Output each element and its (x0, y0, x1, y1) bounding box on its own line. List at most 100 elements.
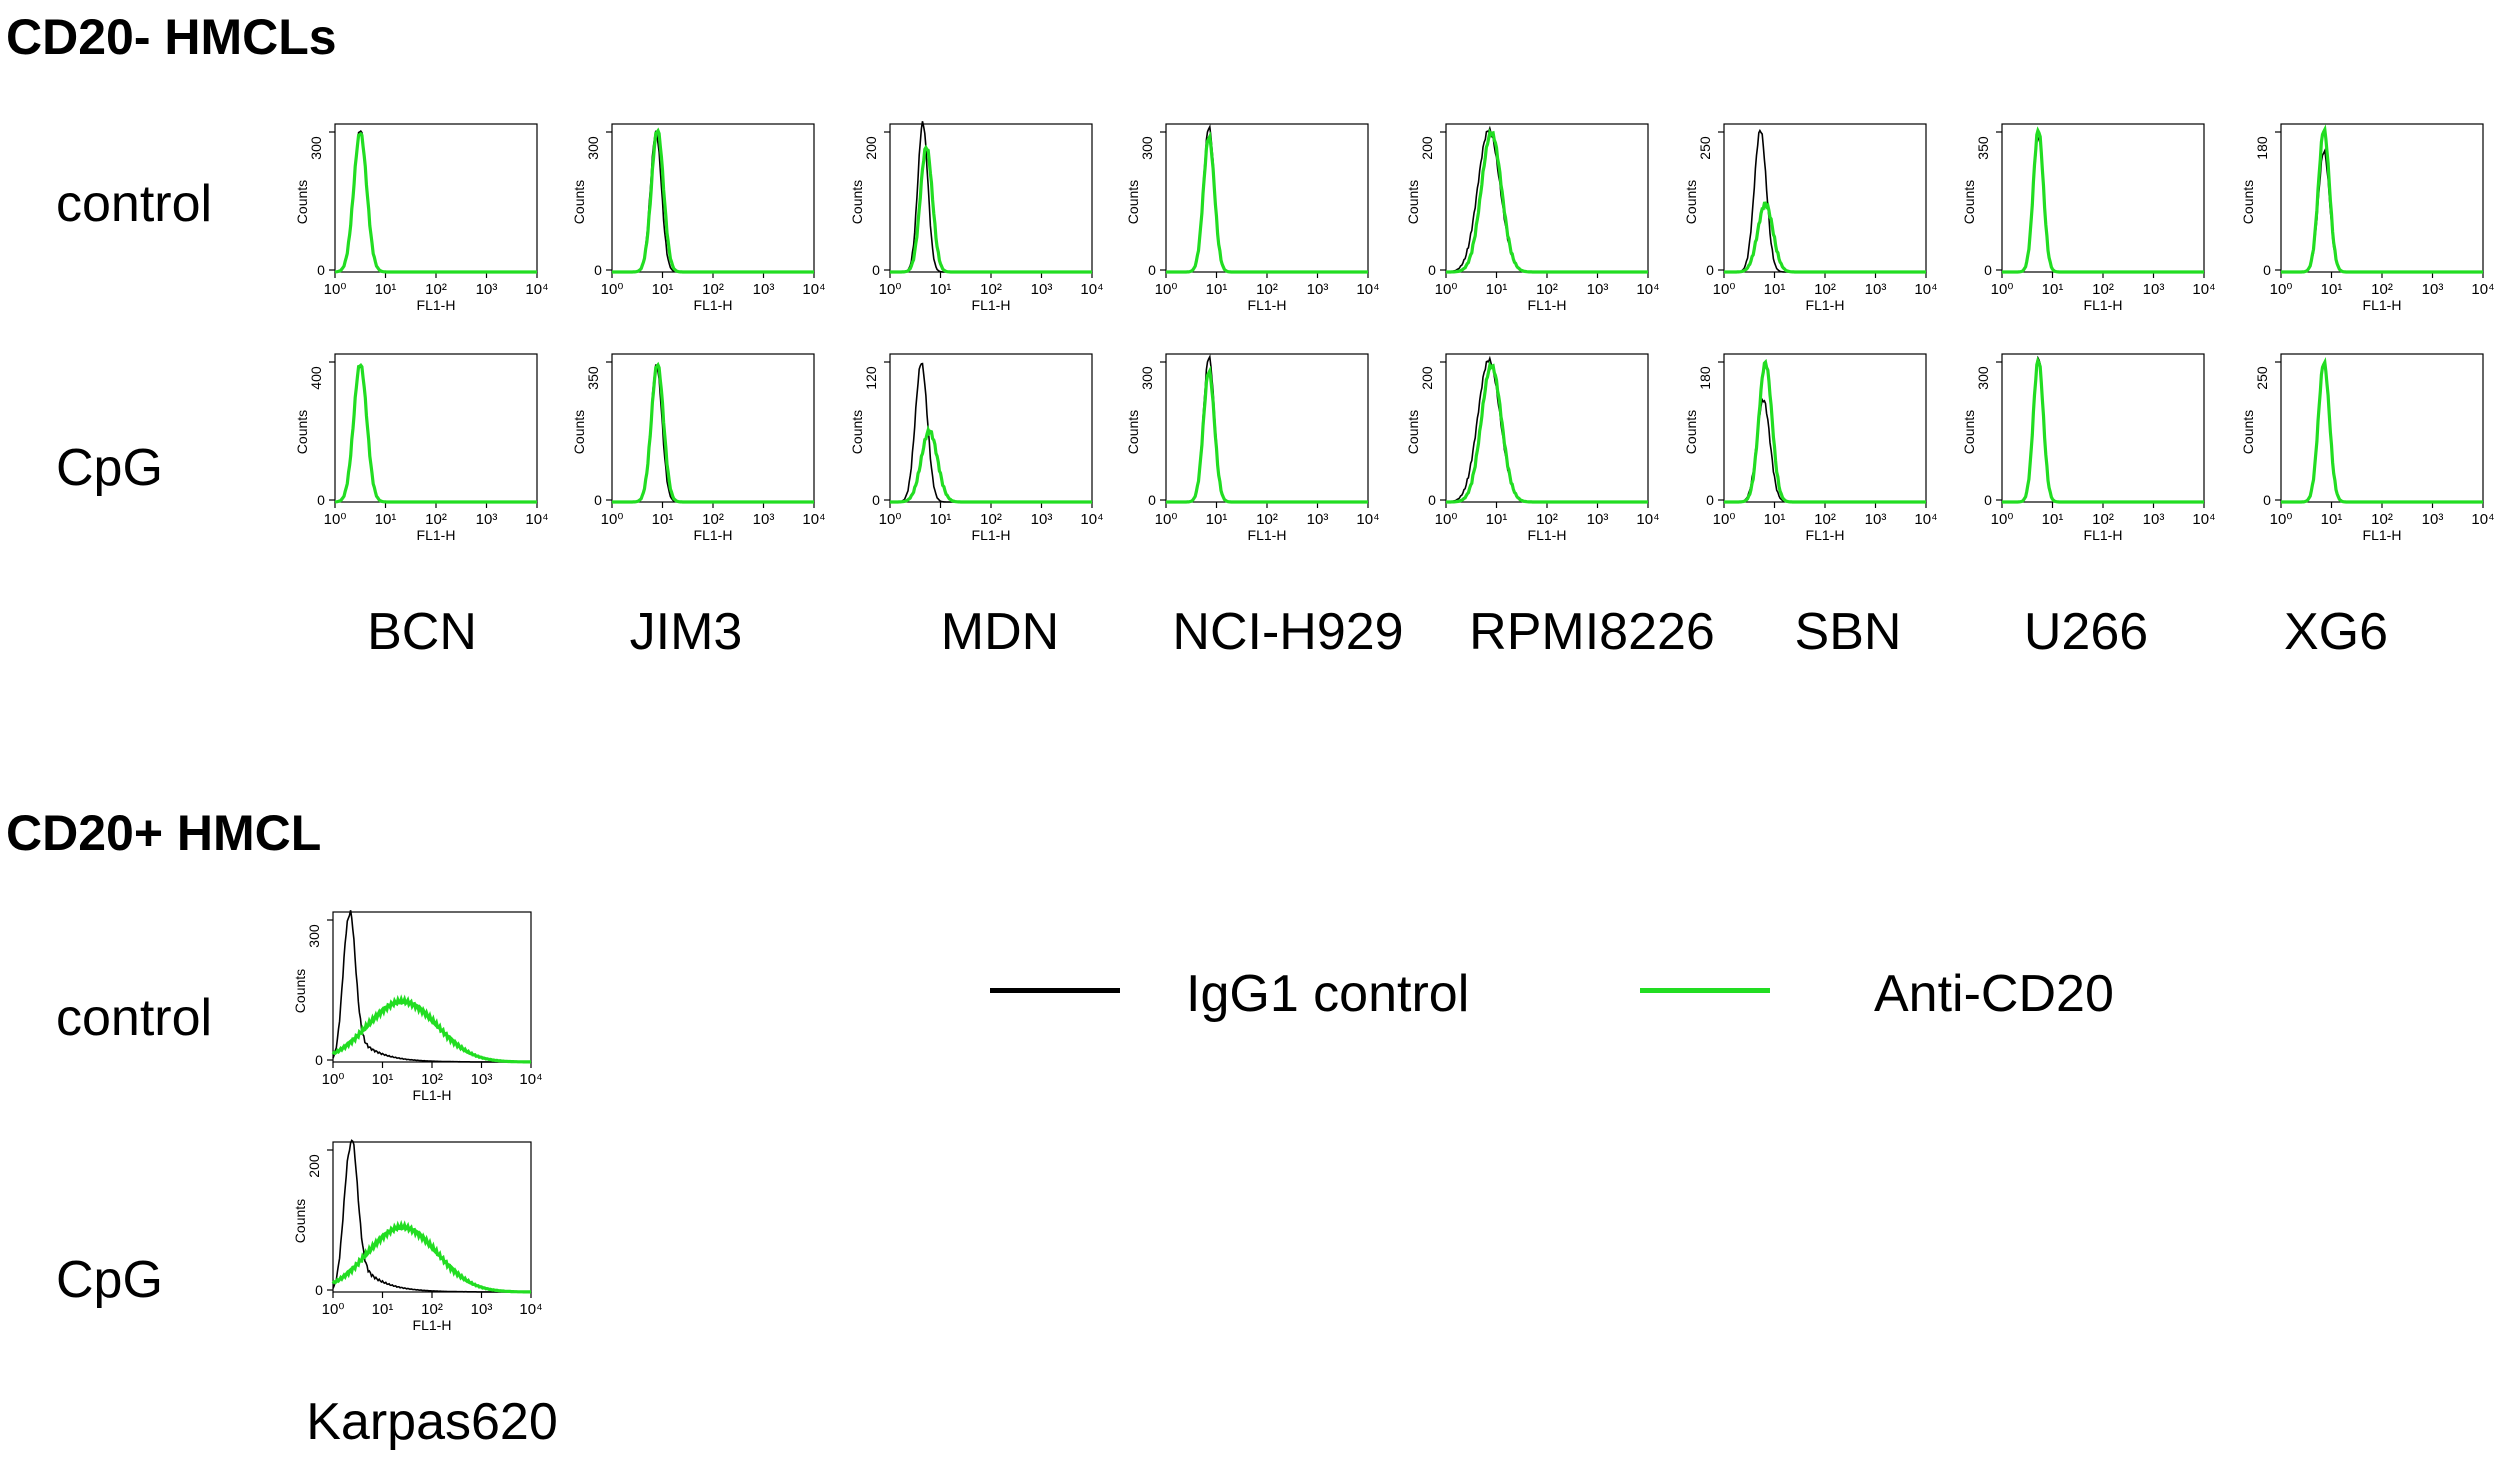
x-tick-label: 10² (421, 1301, 443, 1318)
histogram-panel-1: 400 0 Counts 10⁰ 10¹ 10² 10³ 10⁴ FL1-H (294, 353, 549, 543)
isotype-curve (1166, 354, 1368, 503)
y-tick-label-max: 200 (1419, 366, 1435, 390)
y-tick-label-zero: 0 (2263, 492, 2271, 508)
x-axis-label: FL1-H (1248, 527, 1287, 543)
x-tick-label: 10³ (476, 281, 498, 298)
x-tick-label: 10⁴ (1356, 511, 1379, 528)
isotype-curve (1446, 125, 1648, 273)
anti-cd20-curve (2281, 357, 2483, 504)
legend-isotype-label: IgG1 control (1186, 965, 1470, 1023)
y-axis-label: Counts (294, 410, 310, 454)
x-tick-label: 10¹ (2042, 511, 2064, 528)
y-tick-label-max: 250 (1697, 136, 1713, 160)
y-tick-label-zero: 0 (315, 1052, 323, 1068)
x-tick-label: 10⁰ (1435, 281, 1458, 298)
panel-frame (889, 353, 1093, 503)
panel-frame (611, 123, 815, 273)
legend-anti-label: Anti-CD20 (1874, 965, 2114, 1023)
x-tick-label: 10² (1814, 511, 1836, 528)
x-tick-label: 10² (980, 511, 1002, 528)
histogram-panel-7: 300 0 Counts 10⁰ 10¹ 10² 10³ 10⁴ FL1-H (1125, 353, 1380, 543)
anti-cd20-curve (890, 144, 1092, 274)
y-tick-label-max: 300 (1975, 366, 1991, 390)
isotype-curve (890, 362, 1092, 503)
y-axis-label: Counts (1405, 180, 1421, 224)
y-tick-label-max: 350 (585, 366, 601, 390)
x-tick-label: 10⁴ (1914, 511, 1937, 528)
anti-cd20-curve (1446, 360, 1648, 504)
x-tick-label: 10⁴ (1636, 281, 1659, 298)
panel-frame (2280, 123, 2484, 273)
histogram-panel-13: 300 0 Counts 10⁰ 10¹ 10² 10³ 10⁴ FL1-H (1961, 353, 2216, 543)
isotype-curve (612, 130, 814, 273)
histogram-panel-karpas-cpg: 200 0 Counts 10⁰ 10¹ 10² 10³ 10⁴ FL1-H (292, 1139, 543, 1333)
x-tick-label: 10² (702, 511, 724, 528)
x-tick-label: 10¹ (652, 511, 674, 528)
anti-cd20-curve (1446, 128, 1648, 274)
x-tick-label: 10² (425, 281, 447, 298)
x-tick-label: 10¹ (2321, 511, 2343, 528)
x-tick-label: 10⁴ (525, 281, 548, 298)
x-tick-label: 10⁴ (1080, 281, 1103, 298)
x-tick-label: 10⁰ (1713, 511, 1736, 528)
isotype-curve (1724, 397, 1926, 503)
anti-cd20-curve (331, 994, 531, 1064)
x-axis-label: FL1-H (694, 297, 733, 313)
y-tick-label-zero: 0 (1428, 492, 1436, 508)
y-tick-label-max: 180 (2254, 136, 2270, 160)
x-axis-label: FL1-H (694, 527, 733, 543)
x-tick-label: 10⁰ (322, 1071, 345, 1088)
panel-frame (334, 353, 538, 503)
anti-cd20-curve (334, 131, 537, 274)
y-tick-label-zero: 0 (1148, 492, 1156, 508)
x-tick-label: 10¹ (652, 281, 674, 298)
x-tick-label: 10⁰ (601, 281, 624, 298)
y-axis-label: Counts (1405, 410, 1421, 454)
y-tick-label-zero: 0 (2263, 262, 2271, 278)
y-tick-label-zero: 0 (872, 492, 880, 508)
anti-cd20-curve (1724, 201, 1926, 274)
x-tick-label: 10³ (1865, 281, 1887, 298)
cell-line-label-nci-h929: NCI-H929 (1172, 603, 1404, 661)
x-tick-label: 10⁰ (1435, 511, 1458, 528)
y-tick-label-zero: 0 (1984, 492, 1992, 508)
y-tick-label-zero: 0 (1148, 262, 1156, 278)
x-tick-label: 10⁰ (2270, 281, 2293, 298)
x-tick-label: 10² (2092, 511, 2114, 528)
x-tick-label: 10¹ (1764, 511, 1786, 528)
x-tick-label: 10² (1814, 281, 1836, 298)
negative-section-title: CD20- HMCLs (6, 9, 337, 65)
x-tick-label: 10⁴ (1356, 281, 1379, 298)
anti-cd20-curve (1166, 365, 1368, 504)
positive-section-title: CD20+ HMCL (6, 805, 322, 861)
y-axis-label: Counts (292, 1199, 308, 1243)
isotype-curve (612, 364, 814, 503)
x-tick-label: 10⁰ (879, 281, 902, 298)
x-tick-label: 10³ (1031, 511, 1053, 528)
y-tick-label-zero: 0 (872, 262, 880, 278)
histogram-panel-0: 300 0 Counts 10⁰ 10¹ 10² 10³ 10⁴ FL1-H (294, 123, 549, 313)
x-axis-label: FL1-H (972, 527, 1011, 543)
x-tick-label: 10¹ (2321, 281, 2343, 298)
histogram-panel-3: 350 0 Counts 10⁰ 10¹ 10² 10³ 10⁴ FL1-H (571, 353, 826, 543)
x-tick-label: 10² (980, 281, 1002, 298)
y-tick-label-zero: 0 (1428, 262, 1436, 278)
y-axis-label: Counts (1683, 410, 1699, 454)
isotype-curve (2281, 359, 2483, 503)
x-tick-label: 10¹ (372, 1071, 394, 1088)
panel-frame (611, 353, 815, 503)
histogram-panel-10: 250 0 Counts 10⁰ 10¹ 10² 10³ 10⁴ FL1-H (1683, 123, 1938, 313)
x-axis-label: FL1-H (417, 297, 456, 313)
y-tick-label-max: 300 (585, 136, 601, 160)
isotype-curve (1166, 124, 1368, 273)
y-axis-label: Counts (2240, 180, 2256, 224)
y-axis-label: Counts (292, 969, 308, 1013)
x-tick-label: 10³ (753, 281, 775, 298)
y-tick-label-max: 350 (1975, 136, 1991, 160)
y-tick-label-max: 120 (863, 366, 879, 390)
x-tick-label: 10¹ (1206, 511, 1228, 528)
x-tick-label: 10² (1256, 511, 1278, 528)
x-tick-label: 10¹ (1486, 511, 1508, 528)
x-tick-label: 10⁰ (601, 511, 624, 528)
